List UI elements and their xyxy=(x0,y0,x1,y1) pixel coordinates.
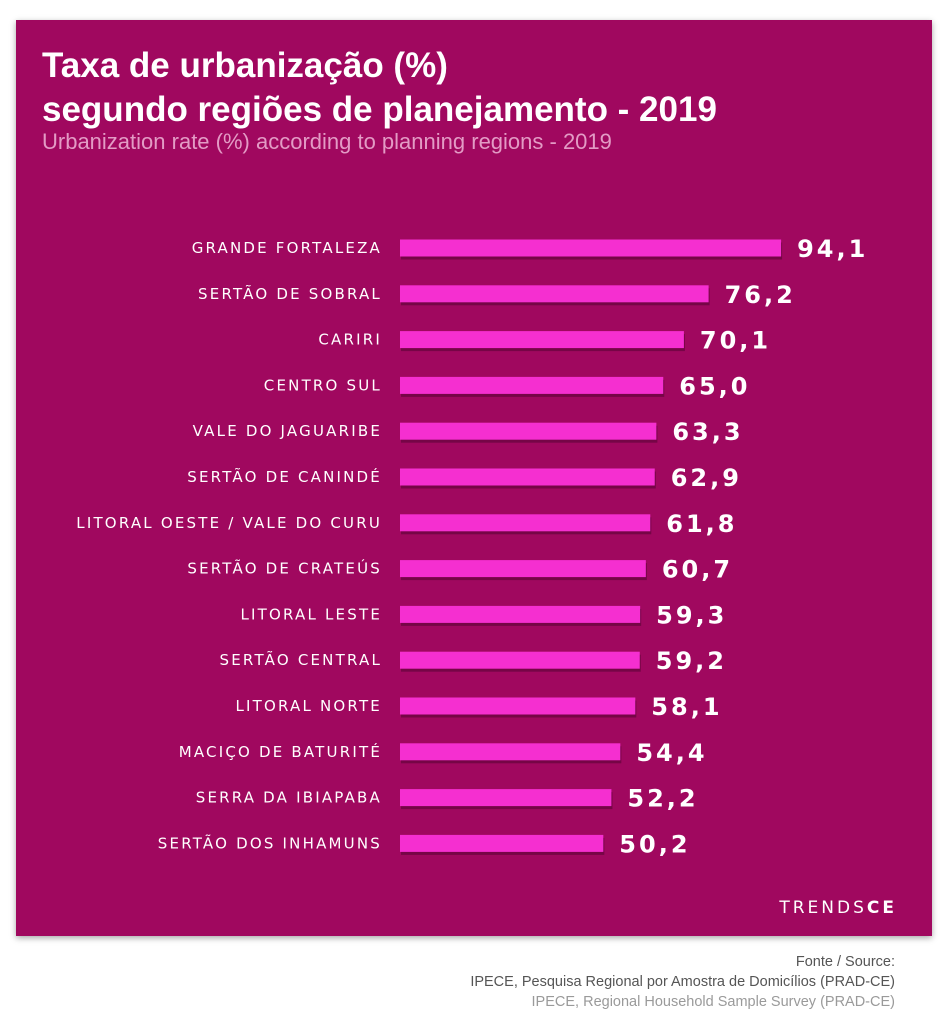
bar xyxy=(400,789,612,807)
category-label: LITORAL NORTE xyxy=(235,697,382,715)
category-label: SERTÃO DE CANINDÉ xyxy=(187,467,382,486)
brand-logo: TRENDSCE xyxy=(779,898,897,918)
category-label: LITORAL LESTE xyxy=(240,605,382,623)
chart-title-line1: Taxa de urbanização (%) xyxy=(42,46,448,85)
bar xyxy=(400,651,640,669)
value-label: 94,1 xyxy=(797,235,868,263)
value-label: 50,2 xyxy=(619,830,690,858)
value-label: 60,7 xyxy=(662,556,733,584)
category-label: CARIRI xyxy=(318,331,382,349)
value-label: 59,3 xyxy=(656,601,727,629)
category-label: CENTRO SUL xyxy=(264,376,382,394)
value-label: 52,2 xyxy=(627,785,698,813)
source-en: IPECE, Regional Household Sample Survey … xyxy=(531,994,895,1010)
chart-title-line2: segundo regiões de planejamento - 2019 xyxy=(42,90,717,129)
category-label: VALE DO JAGUARIBE xyxy=(193,422,382,440)
value-label: 61,8 xyxy=(666,510,737,538)
value-label: 65,0 xyxy=(679,372,750,400)
bar xyxy=(400,422,657,440)
bar xyxy=(400,376,664,394)
source-note: Fonte / Source: IPECE, Pesquisa Regional… xyxy=(470,952,895,1012)
bar xyxy=(400,605,641,623)
bar xyxy=(400,285,709,303)
bar xyxy=(400,514,651,532)
bar xyxy=(400,743,621,761)
chart-subtitle: Urbanization rate (%) according to plann… xyxy=(42,129,612,154)
value-label: 58,1 xyxy=(651,693,722,721)
value-label: 70,1 xyxy=(700,327,771,355)
bar xyxy=(400,834,604,852)
bar xyxy=(400,697,636,715)
value-label: 63,3 xyxy=(672,418,743,446)
category-label: SERTÃO DE CRATEÚS xyxy=(187,559,382,578)
bar xyxy=(400,331,684,349)
category-label: SERTÃO CENTRAL xyxy=(220,650,382,669)
brand-logo-part1: TRENDS xyxy=(779,898,867,918)
category-label: SERTÃO DE SOBRAL xyxy=(198,284,382,303)
chart-title: Taxa de urbanização (%) segundo regiões … xyxy=(42,44,717,132)
category-label: SERRA DA IBIAPABA xyxy=(196,789,382,807)
category-label: GRANDE FORTALEZA xyxy=(192,239,382,257)
category-label: SERTÃO DOS INHAMUNS xyxy=(158,833,382,852)
source-pt: IPECE, Pesquisa Regional por Amostra de … xyxy=(470,974,895,990)
value-label: 54,4 xyxy=(636,739,707,767)
source-label: Fonte / Source: xyxy=(795,954,895,970)
bar xyxy=(400,468,655,486)
bar xyxy=(400,560,646,578)
value-label: 59,2 xyxy=(656,647,727,675)
bar xyxy=(400,239,782,257)
category-label: LITORAL OESTE / VALE DO CURU xyxy=(76,514,382,532)
value-label: 62,9 xyxy=(671,464,742,492)
brand-logo-part2: CE xyxy=(866,898,897,918)
category-label: MACIÇO DE BATURITÉ xyxy=(179,742,382,761)
value-label: 76,2 xyxy=(725,281,796,309)
bar-chart: GRANDE FORTALEZA 94,1 SERTÃO DE SOBRAL 76,2… xyxy=(76,235,868,858)
